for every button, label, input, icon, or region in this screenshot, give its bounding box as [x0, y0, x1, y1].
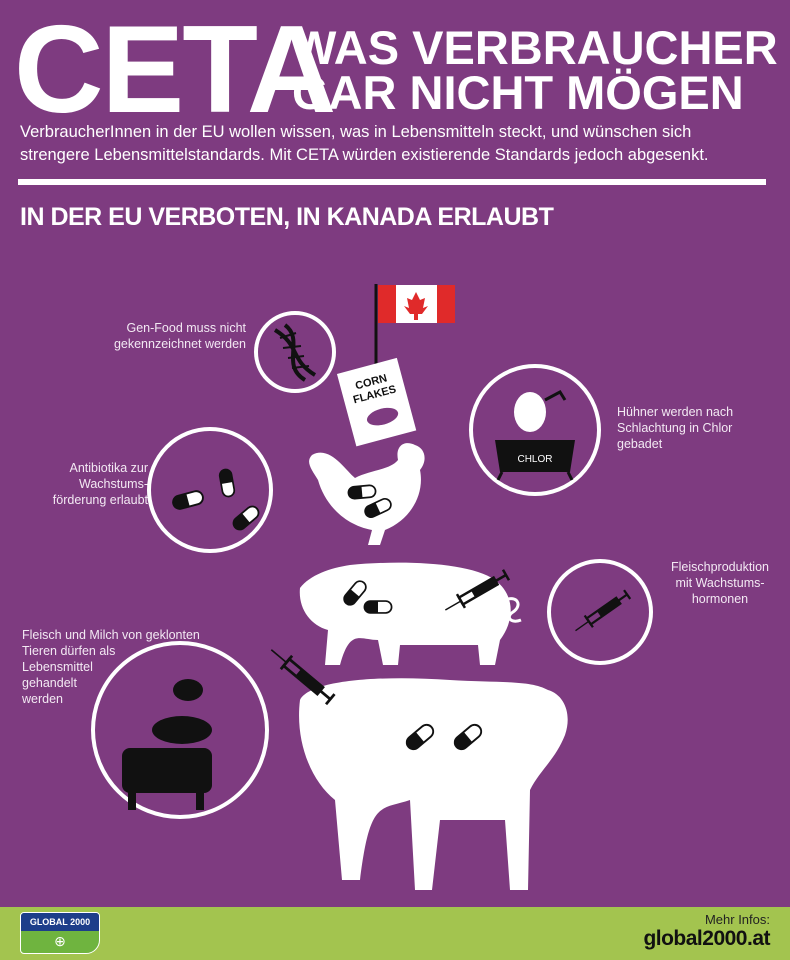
label-chlorine: Hühner werden nach Schlachtung in Chlor …: [617, 404, 777, 452]
syringe-icon: [547, 559, 653, 665]
pills-icon: [147, 427, 273, 553]
divider: [18, 179, 766, 185]
label-cloned: Fleisch und Milch von geklonten Tieren d…: [22, 627, 242, 707]
label-line: gehandelt: [22, 676, 77, 690]
ceta-logo-word: CETA: [14, 1, 336, 139]
label-line: Hühner werden nach: [617, 405, 734, 419]
label-antibiotics: Antibiotika zur Wachstums- förderung erl…: [20, 460, 148, 508]
more-info-label: Mehr Infos:: [704, 912, 770, 927]
cloned-animals-icon: [91, 641, 269, 819]
canada-flag: [374, 284, 455, 372]
logo-text: GLOBAL 2000: [21, 913, 99, 931]
label-line: Fleisch und Milch von geklonten: [22, 628, 200, 642]
illustration: CHLOR CORN FLAKES: [91, 284, 653, 890]
label-line: Antibiotika zur: [69, 461, 148, 475]
cow-illustration: [264, 641, 568, 890]
globe-icon: ⊕: [54, 933, 66, 949]
label-line: werden: [22, 692, 63, 706]
label-hormones: Fleischproduktion mit Wachstums- hormone…: [650, 559, 790, 607]
label-line: gebadet: [617, 437, 663, 451]
website-link[interactable]: global2000.at: [643, 927, 770, 950]
label-line: Gen-Food muss nicht: [126, 321, 247, 335]
section-heading: IN DER EU VERBOTEN, IN KANADA ERLAUBT: [20, 203, 554, 231]
label-line: Lebensmittel: [22, 660, 93, 674]
corn-flakes-box: CORN FLAKES: [336, 357, 417, 447]
dna-icon: [254, 311, 336, 393]
label-line: Tieren dürfen als: [22, 644, 116, 658]
label-line: Fleischproduktion: [671, 560, 769, 574]
label-line: förderung erlaubt: [52, 493, 148, 507]
label-gen-food: Gen-Food muss nicht gekennzeichnet werde…: [84, 320, 246, 352]
footer: [0, 907, 790, 960]
chicken-illustration: [309, 443, 425, 545]
global2000-logo[interactable]: GLOBAL 2000 ⊕: [20, 912, 100, 954]
label-line: Schlachtung in Chlor: [617, 421, 733, 435]
intro-line-2: strengere Lebensmittelstandards. Mit CET…: [20, 146, 709, 164]
label-line: mit Wachstums-: [675, 576, 765, 590]
label-line: hormonen: [691, 592, 749, 606]
title-line-2: GAR NICHT MÖGEN: [292, 66, 744, 119]
chlorine-bath-icon: CHLOR: [469, 364, 601, 496]
pig-illustration: [299, 562, 522, 665]
title-line-1: WAS VERBRAUCHER: [292, 21, 778, 74]
intro-line-1: VerbraucherInnen in der EU wollen wissen…: [20, 123, 692, 141]
label-line: Wachstums-: [79, 477, 148, 491]
chlor-badge: CHLOR: [517, 454, 552, 465]
label-line: gekennzeichnet werden: [113, 337, 246, 351]
